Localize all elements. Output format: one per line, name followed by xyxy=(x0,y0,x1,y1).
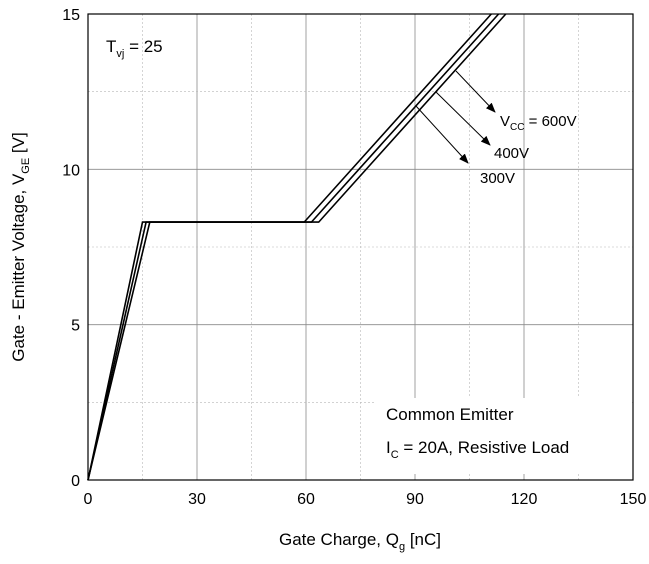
condition-box xyxy=(376,398,630,474)
y-axis-title-tail: [V] xyxy=(9,132,28,158)
y-axis-title-main: Gate - Emitter Voltage, V xyxy=(9,173,28,362)
temperature-annotation: Tvj = 25 xyxy=(106,37,163,60)
x-axis-title: Gate Charge, Qg [nC] xyxy=(279,530,441,553)
y-tick-label: 5 xyxy=(71,318,80,335)
arrow-300v xyxy=(415,105,469,164)
vcc-300v-label: 300V xyxy=(480,170,515,187)
x-axis-title-tail: [nC] xyxy=(405,530,441,549)
x-axis-title-sub: g xyxy=(399,541,405,553)
x-tick-label: 60 xyxy=(297,491,315,508)
vcc-main: V xyxy=(500,113,510,130)
condition-line-2: IC = 20A, Resistive Load xyxy=(386,438,569,461)
y-tick-label: 0 xyxy=(71,473,80,490)
arrow-600v xyxy=(455,70,496,113)
vcc-600v-label: VCC = 600V xyxy=(500,113,577,133)
vcc-400v-label: 400V xyxy=(494,145,529,162)
x-tick-label: 30 xyxy=(188,491,206,508)
y-tick-label: 15 xyxy=(62,7,80,24)
x-tick-label: 90 xyxy=(406,491,424,508)
series-line-300v xyxy=(87,13,492,481)
condition-current-sub: C xyxy=(391,449,399,461)
axis-ticks: 0 30 60 90 120 150 0 5 10 15 xyxy=(62,7,646,508)
y-axis-title: Gate - Emitter Voltage, VGE [V] xyxy=(9,132,32,361)
x-tick-label: 120 xyxy=(511,491,538,508)
x-axis-title-main: Gate Charge, Q xyxy=(279,530,399,549)
series-group xyxy=(87,13,507,481)
temperature-main: T xyxy=(106,37,116,56)
vcc-tail: = 600V xyxy=(524,113,576,130)
plot-frame xyxy=(87,13,634,481)
x-tick-label: 0 xyxy=(84,491,93,508)
y-tick-label: 10 xyxy=(62,162,80,179)
temperature-tail: = 25 xyxy=(124,37,162,56)
y-axis-title-sub: GE xyxy=(20,158,32,174)
vcc-sub: CC xyxy=(510,122,524,133)
condition-current-main: I xyxy=(386,438,391,457)
condition-line-1: Common Emitter xyxy=(386,405,514,424)
temperature-sub: vj xyxy=(116,48,124,60)
x-tick-label: 150 xyxy=(620,491,647,508)
arrow-400v xyxy=(435,91,491,146)
condition-current-tail: = 20A, Resistive Load xyxy=(399,438,570,457)
